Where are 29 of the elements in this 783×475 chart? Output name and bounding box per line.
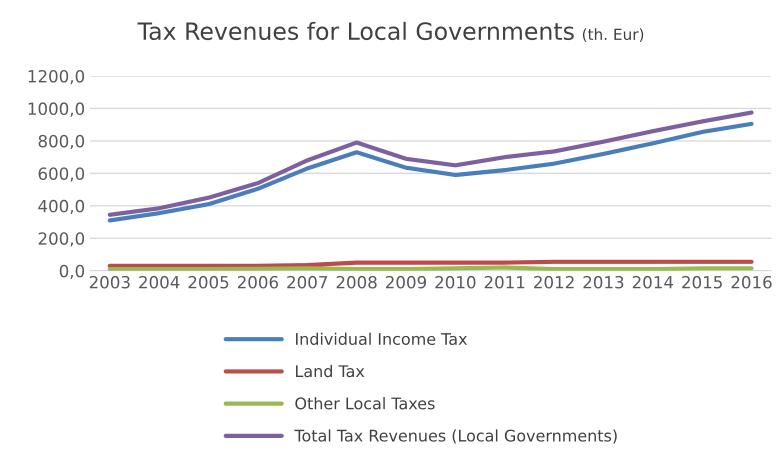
x-tick-label: 2011	[484, 276, 524, 289]
x-tick-label: 2013	[583, 276, 624, 289]
y-tick-label: 400,0	[38, 200, 84, 214]
legend-label: Other Local Taxes	[295, 397, 435, 410]
x-tick-label: 2003	[90, 276, 130, 289]
line-series	[108, 110, 754, 217]
x-tick-label: 2007	[287, 276, 328, 289]
x-tick-label: 2008	[336, 276, 377, 289]
x-tick-label: 2015	[682, 276, 722, 289]
y-tick-label: 600,0	[38, 167, 84, 182]
chart-subtitle: (th. Eur)	[582, 28, 644, 42]
line-series	[108, 122, 754, 223]
x-tick-label: 2010	[435, 276, 476, 289]
x-tick-label: 2012	[534, 276, 574, 289]
x-tick-label: 2006	[238, 276, 278, 289]
y-tick-label: 800,0	[38, 134, 84, 150]
chart-title: Tax Revenues for Local Governments	[138, 22, 574, 40]
legend-label: Land Tax	[296, 364, 364, 378]
legend-label: Individual Income Tax	[296, 332, 468, 345]
x-tick-label: 2005	[188, 276, 228, 289]
x-tick-label: 2014	[632, 276, 674, 289]
y-tick-label: 1000,0	[28, 102, 84, 117]
x-tick-label: 2009	[386, 276, 426, 289]
x-tick-label: 2004	[139, 276, 180, 289]
y-tick-label: 200,0	[38, 232, 84, 247]
legend-label: Total Tax Revenues (Local Governments)	[294, 429, 617, 444]
y-tick-label: 1200,0	[28, 70, 84, 84]
x-tick-label: 2016	[732, 276, 772, 289]
y-tick-label: 0,0	[60, 264, 84, 280]
